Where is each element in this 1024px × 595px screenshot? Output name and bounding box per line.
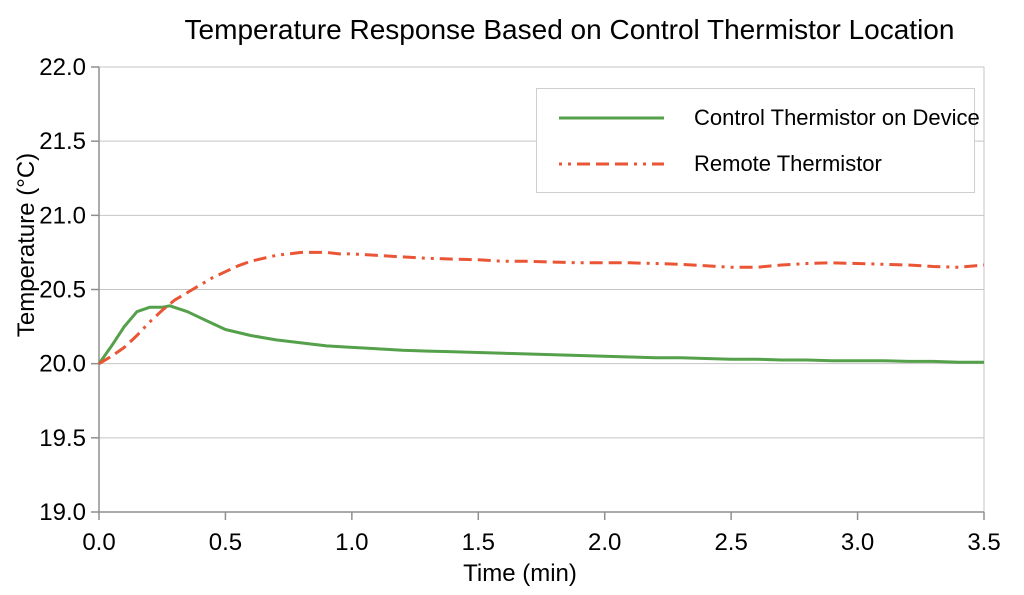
x-tick-label-3: 3.0 [841,529,874,556]
x-tick-label-0: 0.0 [82,529,115,556]
legend-entry-remote-thermistor: Remote Thermistor [537,141,974,187]
series-line-1-dash-dot-dot [98,250,985,365]
y-tick-label-20.5: 20.5 [39,277,86,304]
legend-line-sample-control [559,116,664,119]
series-line-0-solid [97,304,984,365]
y-tick-label-19.5: 19.5 [39,425,86,452]
x-tick-label-3.5: 3.5 [967,529,1000,556]
legend-entry-control-thermistor: Control Thermistor on Device [537,95,980,141]
chart-title: Temperature Response Based on Control Th… [184,14,955,45]
y-tick-label-21: 21.0 [39,202,86,229]
x-axis-title: Time (min) [463,560,577,587]
legend: Control Thermistor on Device Remote Ther… [536,88,980,193]
y-tick-label-20: 20.0 [39,351,86,378]
y-tick-label-21.5: 21.5 [39,128,86,155]
legend-label-remote: Remote Thermistor [694,150,882,176]
y-tick-label-19: 19.0 [39,499,86,526]
x-tick-label-0.5: 0.5 [209,529,242,556]
legend-line-sample-remote [559,162,664,165]
x-tick-label-1: 1.0 [335,529,368,556]
y-tick-label-22: 22.0 [39,54,86,81]
y-axis-title: Temperature (°C) [13,152,40,338]
x-tick-label-1.5: 1.5 [462,529,495,556]
x-tick-label-2.5: 2.5 [714,529,747,556]
x-tick-label-2: 2.0 [588,529,621,556]
legend-label-control: Control Thermistor on Device [694,104,980,130]
